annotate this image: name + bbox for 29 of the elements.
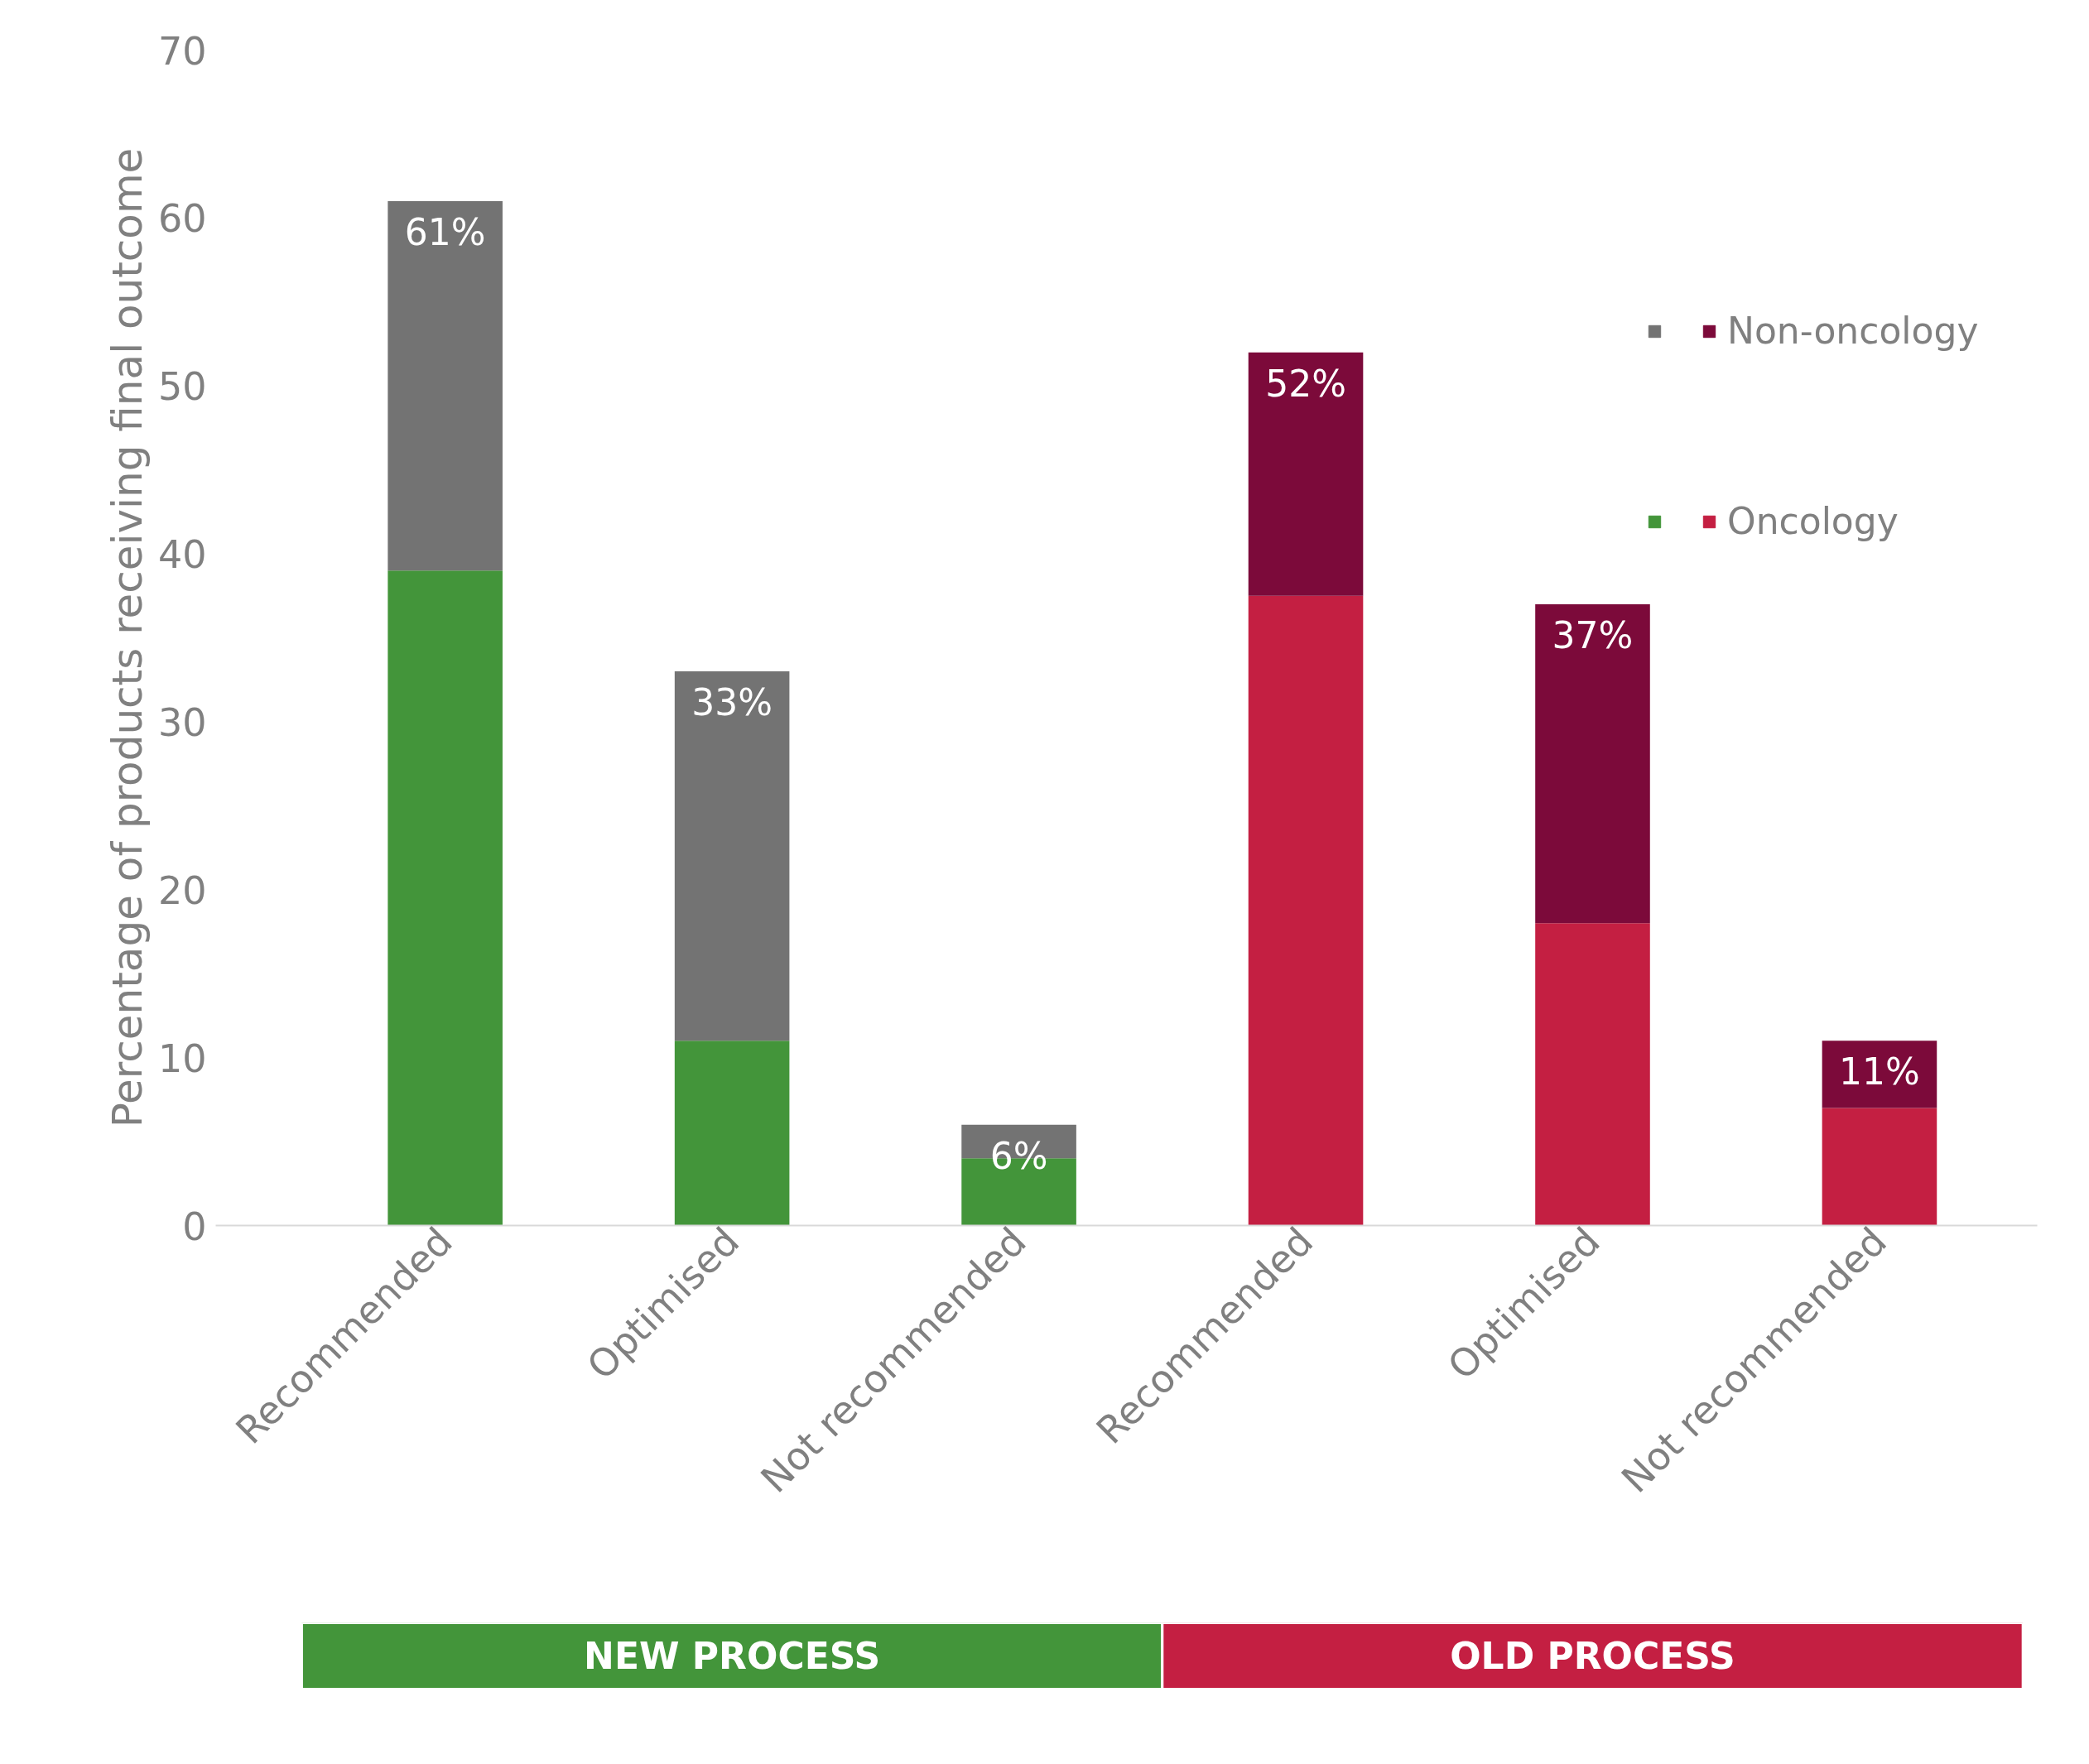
total-label: 52% — [1265, 362, 1346, 405]
bar — [1535, 923, 1650, 1226]
y-axis-title: Percentage of products receiving final outcome — [103, 147, 152, 1128]
bar — [387, 570, 503, 1226]
y-tick-label: 40 — [157, 532, 207, 578]
bar — [674, 671, 790, 1041]
bar — [1822, 1108, 1937, 1226]
bar — [1822, 1041, 1937, 1108]
y-tick-label: 30 — [157, 699, 207, 745]
y-tick-label: 0 — [182, 1204, 207, 1249]
bar — [674, 1041, 790, 1226]
bar — [1535, 603, 1650, 924]
total-label: 33% — [691, 681, 773, 724]
total-label: 37% — [1552, 613, 1634, 656]
y-tick-label: 20 — [157, 868, 207, 913]
legend-label: Non-oncology — [1727, 310, 1979, 352]
text: NEW PROCESS — [584, 1635, 881, 1677]
y-tick-label: 10 — [157, 1036, 207, 1081]
total-label: 61% — [404, 211, 486, 254]
bar — [1248, 352, 1364, 596]
text: OLD PROCESS — [1450, 1635, 1735, 1677]
bar — [387, 201, 503, 571]
legend-label: Oncology — [1727, 500, 1899, 542]
total-label: 6% — [989, 1134, 1048, 1177]
y-tick-label: 70 — [157, 28, 207, 74]
y-tick-label: 50 — [157, 364, 207, 410]
bar — [1248, 595, 1364, 1226]
y-tick-label: 60 — [157, 196, 207, 242]
total-label: 11% — [1839, 1050, 1920, 1093]
